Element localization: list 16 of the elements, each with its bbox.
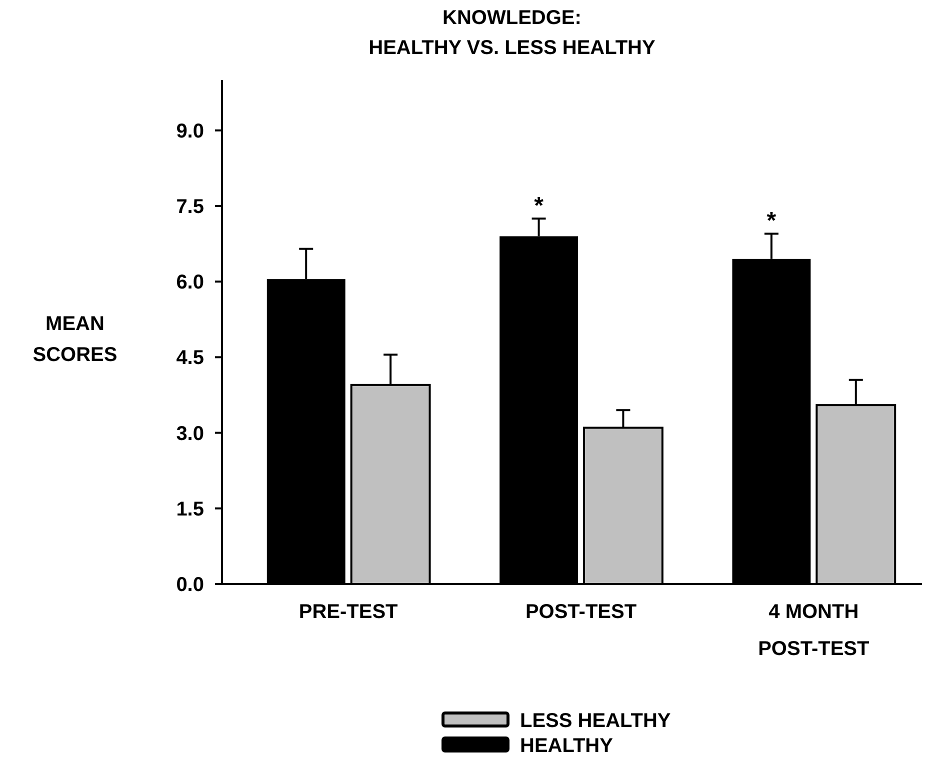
y-tick-label: 1.5 [176,498,204,520]
x-tick-label: PRE-TEST [298,601,398,623]
x-tick-label: 4 MONTH POST-TEST [758,601,870,660]
annotation: * [766,208,777,235]
legend-label: HEALTHY [520,735,614,757]
y-tick-label: 7.5 [176,196,204,218]
y-tick-label: 3.0 [176,422,204,445]
y-tick-label: 9.0 [176,120,204,142]
chart-title: KNOWLEDGE: HEALTHY VS. LESS HEALTHY [368,7,656,59]
y-tick-label: 0.0 [176,574,204,596]
y-axis-title: MEAN SCORES [32,313,118,366]
annotation: * [534,192,544,220]
x-tick-label: POST-TEST [525,601,637,623]
y-tick-label: 4.5 [176,347,204,370]
y-tick-label: 6.0 [176,272,204,294]
legend-label: LESS HEALTHY [520,710,672,732]
